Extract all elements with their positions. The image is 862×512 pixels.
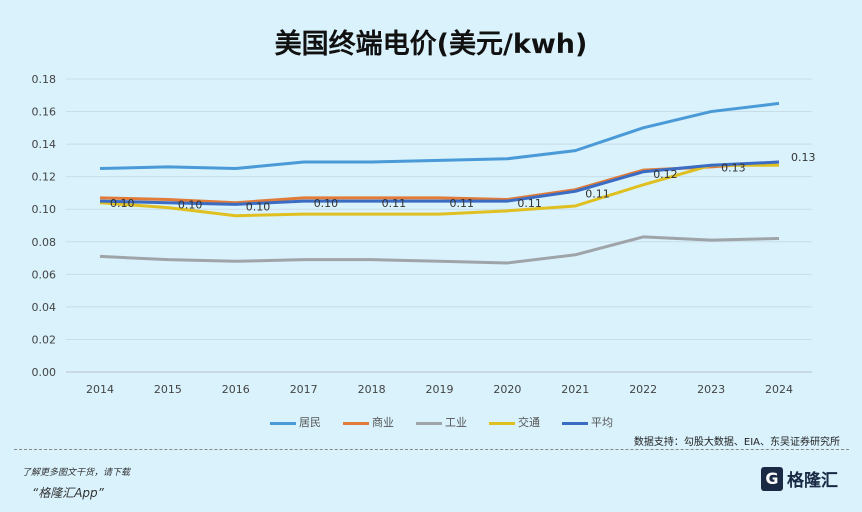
promo-app-name: “格隆汇App” (32, 486, 104, 500)
legend-swatch (416, 421, 442, 425)
data-label: 0.11 (450, 197, 475, 210)
data-label: 0.10 (110, 197, 135, 210)
x-tick-label: 2021 (561, 383, 589, 396)
data-label: 0.10 (246, 200, 270, 213)
legend-item: 平均 (562, 414, 613, 430)
promo-text: 了解更多图文干货，请下载 (22, 468, 131, 478)
legend-item: 居民 (270, 414, 321, 430)
legend-swatch (343, 421, 369, 425)
y-tick-label: 0.00 (32, 366, 57, 379)
chart-title: 美国终端电价(美元/kwh) (274, 29, 588, 60)
logo-icon: G (761, 466, 783, 491)
y-tick-label: 0.02 (32, 333, 57, 346)
data-label: 0.11 (585, 187, 610, 200)
y-tick-label: 0.18 (32, 73, 57, 86)
x-tick-label: 2016 (222, 383, 250, 396)
source-note: 数据支持：勾股大数据、EIA、东吴证券研究所 (633, 437, 840, 448)
legend-swatch (270, 421, 296, 425)
legend-swatch (562, 421, 588, 425)
brand-logo: G 格隆汇 (761, 466, 838, 491)
data-label: 0.11 (517, 197, 542, 210)
x-tick-label: 2022 (629, 383, 657, 396)
legend-item: 工业 (416, 414, 467, 430)
legend-label: 商业 (372, 416, 394, 429)
x-tick-label: 2020 (493, 383, 521, 396)
legend: 居民 商业 工业 交通 平均 (270, 414, 613, 430)
legend-label: 居民 (299, 416, 321, 429)
data-label: 0.11 (382, 197, 407, 210)
y-tick-label: 0.10 (32, 203, 57, 216)
data-label: 0.12 (653, 168, 678, 181)
legend-label: 工业 (445, 416, 467, 429)
data-label: 0.10 (314, 197, 339, 210)
x-tick-label: 2023 (697, 383, 725, 396)
y-tick-label: 0.06 (32, 268, 57, 281)
legend-item: 交通 (489, 414, 540, 430)
x-tick-label: 2015 (154, 383, 182, 396)
x-tick-label: 2014 (86, 383, 114, 396)
y-tick-label: 0.16 (32, 106, 57, 119)
series-line-工业 (99, 235, 780, 265)
x-tick-label: 2019 (426, 383, 454, 396)
data-label: 0.10 (178, 199, 203, 212)
logo-text: 格隆汇 (787, 471, 838, 491)
x-tick-label: 2024 (765, 383, 793, 396)
y-tick-label: 0.08 (32, 236, 57, 249)
x-tick-label: 2018 (358, 383, 386, 396)
y-tick-label: 0.12 (32, 171, 57, 184)
legend-item: 商业 (343, 414, 394, 430)
data-label: 0.13 (721, 161, 746, 174)
legend-swatch (489, 421, 515, 425)
divider (14, 449, 849, 450)
data-label: 0.13 (791, 151, 816, 164)
series-line-居民 (99, 101, 780, 171)
legend-label: 交通 (518, 416, 540, 429)
legend-label: 平均 (591, 416, 613, 429)
x-tick-label: 2017 (290, 383, 318, 396)
y-tick-label: 0.04 (32, 301, 57, 314)
y-tick-label: 0.14 (32, 138, 57, 151)
